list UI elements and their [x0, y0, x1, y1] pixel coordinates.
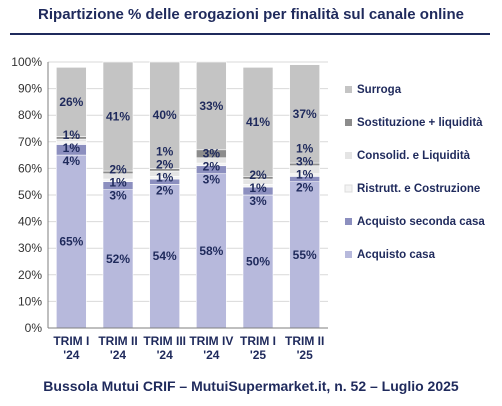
y-tick-label: 70% — [18, 135, 42, 149]
data-label: 2% — [156, 157, 174, 171]
data-label: 1% — [63, 141, 81, 155]
legend-swatch — [345, 152, 352, 159]
bar-segment — [56, 67, 87, 137]
bar-segment — [56, 154, 87, 329]
chart-axes: 0%10%20%30%40%50%60%70%80%90%100%TRIM I '… — [11, 55, 328, 362]
data-label: 3% — [203, 147, 221, 161]
data-label: 2% — [156, 183, 174, 197]
legend-label: Sostituzione + liquidità — [357, 117, 483, 129]
x-tick-label-line: TRIM I — [53, 334, 89, 348]
y-tick-label: 30% — [18, 241, 42, 255]
data-label: 4% — [63, 154, 81, 168]
x-tick-label: TRIM IV '24 — [189, 334, 233, 362]
stacked-bar-chart: 65%26%4%1%1%52%41%3%1%2%54%40%2%1%2%1%58… — [11, 55, 485, 362]
legend-label: Ristrutt. e Costruzione — [357, 183, 480, 195]
chart-data-labels: 65%26%4%1%1%52%41%3%1%2%54%40%2%1%2%1%58… — [59, 95, 317, 269]
legend-label: Acquisto seconda casa — [357, 216, 485, 228]
data-label: 40% — [153, 108, 177, 122]
bar-segment — [102, 61, 134, 172]
data-label: 33% — [199, 99, 223, 113]
data-label: 1% — [156, 144, 174, 158]
chart-gridlines — [48, 61, 328, 329]
data-label: 3% — [296, 155, 314, 169]
y-tick-label: 0% — [25, 321, 43, 335]
x-tick-label: TRIM II '24 — [98, 334, 137, 362]
x-tick-label-line: TRIM II — [285, 334, 324, 348]
data-label: 3% — [249, 194, 267, 208]
y-tick-label: 10% — [18, 294, 42, 308]
y-tick-label: 100% — [11, 55, 42, 69]
data-label: 1% — [156, 170, 174, 184]
x-tick-label: TRIM II '25 — [285, 334, 324, 362]
x-tick-label-line: '24 — [110, 348, 127, 362]
legend-label: Consolid. e Liquidità — [357, 150, 471, 162]
x-tick-label-line: '25 — [297, 348, 314, 362]
data-label: 1% — [249, 181, 267, 195]
data-label: 1% — [109, 176, 127, 190]
data-label: 52% — [106, 252, 130, 266]
data-label: 65% — [59, 235, 83, 249]
legend-label: Acquisto casa — [357, 249, 436, 261]
legend-swatch — [344, 184, 353, 193]
legend-label: Surroga — [357, 84, 402, 96]
data-label: 37% — [293, 107, 317, 121]
data-label: 3% — [203, 173, 221, 187]
bar-segment — [196, 173, 227, 329]
x-tick-label-line: '24 — [157, 348, 174, 362]
x-tick-label-line: TRIM III — [143, 334, 186, 348]
data-label: 2% — [109, 163, 127, 177]
x-tick-label: TRIM I '24 — [53, 334, 89, 362]
data-label: 1% — [296, 168, 314, 182]
y-tick-label: 20% — [18, 268, 42, 282]
bar-segment — [149, 61, 180, 169]
data-label: 50% — [246, 255, 270, 269]
x-tick-label-line: '24 — [203, 348, 220, 362]
x-tick-label-line: '24 — [63, 348, 80, 362]
data-label: 26% — [59, 95, 83, 109]
legend-swatch — [345, 218, 352, 225]
data-label: 55% — [293, 248, 317, 262]
data-label: 1% — [63, 128, 81, 142]
bar-segment — [289, 64, 320, 164]
legend-swatch — [345, 251, 352, 258]
legend-swatch — [345, 86, 352, 93]
data-label: 2% — [296, 181, 314, 195]
data-label: 2% — [249, 168, 267, 182]
bar-segment — [242, 67, 274, 177]
data-label: 1% — [296, 142, 314, 156]
y-tick-label: 60% — [18, 161, 42, 175]
source-footer: Bussola Mutui CRIF – MutuiSupermarket.it… — [43, 378, 459, 394]
data-label: 41% — [106, 110, 130, 124]
x-tick-label: TRIM I '25 — [240, 334, 276, 362]
x-tick-label-line: '25 — [250, 348, 267, 362]
x-tick-label-line: TRIM I — [240, 334, 276, 348]
x-tick-label: TRIM III '24 — [143, 334, 186, 362]
y-tick-label: 90% — [18, 82, 42, 96]
chart-title: Ripartizione % delle erogazioni per fina… — [38, 6, 464, 23]
chart-bars — [56, 61, 320, 329]
y-tick-label: 50% — [18, 188, 42, 202]
y-tick-label: 40% — [18, 215, 42, 229]
data-label: 41% — [246, 115, 270, 129]
title-underline — [10, 33, 490, 35]
data-label: 54% — [153, 249, 177, 263]
data-label: 58% — [199, 244, 223, 258]
bar-segment — [242, 194, 274, 329]
chart-legend: Surroga Sostituzione + liquidità Consolid.… — [344, 84, 485, 261]
data-label: 3% — [109, 189, 127, 203]
y-tick-label: 80% — [18, 108, 42, 122]
x-tick-label-line: TRIM II — [98, 334, 137, 348]
bar-segment — [196, 61, 227, 151]
data-label: 2% — [203, 160, 221, 174]
x-tick-label-line: TRIM IV — [189, 334, 233, 348]
legend-swatch — [345, 119, 352, 126]
